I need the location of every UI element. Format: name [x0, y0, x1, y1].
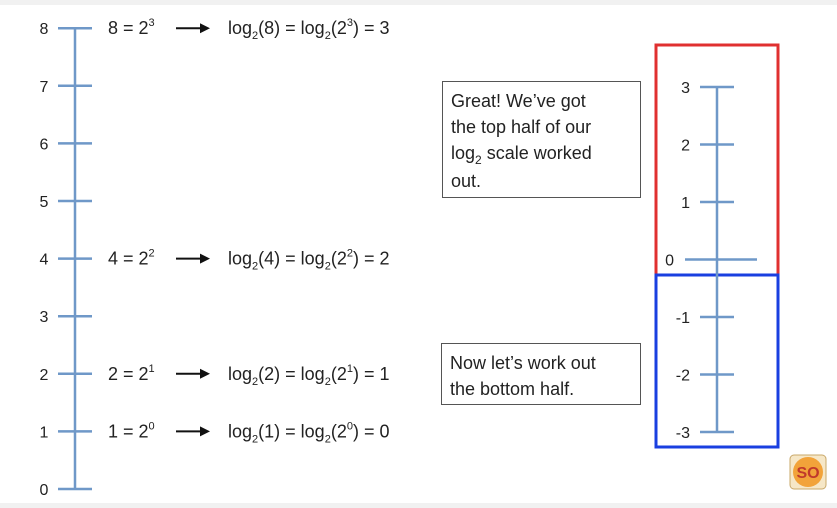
equation-row: 2 = 21 log2(2) = log2(21) = 1 [108, 363, 390, 388]
log-axis-tick-label: 0 [665, 253, 674, 270]
log-equation: log2(2) = log2(21) = 1 [228, 363, 390, 388]
linear-axis-tick-label: 1 [40, 424, 49, 441]
note-top-line4: out. [451, 171, 482, 191]
linear-axis-tick-label: 3 [40, 309, 49, 326]
log-axis-tick-label: -3 [676, 425, 690, 442]
linear-axis-tick-label: 6 [40, 136, 49, 153]
note-top-line3: log2 scale worked [451, 140, 632, 168]
power-equation: 8 = 23 [108, 17, 155, 38]
note-bottom-half: Now let’s work out the bottom half. [441, 343, 641, 405]
power-equation: 4 = 22 [108, 248, 155, 269]
top-border [0, 0, 837, 5]
arrow-head-icon [200, 368, 210, 379]
log-axis-tick-label: 1 [681, 195, 690, 212]
note-top-line1: Great! We’ve got [451, 91, 586, 111]
equation-row: 8 = 23 log2(8) = log2(23) = 3 [108, 17, 390, 42]
linear-axis: 0 1 2 3 4 5 6 7 8 [40, 21, 92, 499]
note-bottom-line2: the bottom half. [450, 379, 575, 399]
arrow-head-icon [200, 23, 210, 34]
log-axis-tick-label: -2 [676, 368, 690, 385]
note-top-half: Great! We’ve got the top half of our log… [442, 81, 641, 198]
log-axis-tick-label: 3 [681, 80, 690, 97]
log-axis: 3 2 1 0 -1 -2 -3 [665, 80, 757, 442]
log-axis-tick-label: -1 [676, 310, 690, 327]
note-top-log: log [451, 143, 476, 163]
logo-text: SO [796, 465, 819, 482]
equation-row: 4 = 22 log2(4) = log2(22) = 2 [108, 248, 390, 273]
power-equation: 2 = 21 [108, 363, 155, 384]
note-top-line3-rest: scale worked [481, 143, 592, 163]
brand-logo-icon: SO [789, 454, 827, 490]
equation-row: 1 = 20 log2(1) = log2(20) = 0 [108, 420, 390, 445]
arrow-head-icon [200, 426, 210, 437]
log-axis-tick-label: 2 [681, 138, 690, 155]
equation-rows: 8 = 23 log2(8) = log2(23) = 3 4 = 22 log2(4… [108, 17, 390, 445]
bottom-border [0, 503, 837, 508]
arrow-head-icon [200, 253, 210, 264]
linear-axis-tick-label: 8 [40, 21, 49, 38]
linear-axis-tick-label: 7 [40, 79, 49, 96]
linear-axis-tick-label: 2 [40, 367, 49, 384]
log-equation: log2(8) = log2(23) = 3 [228, 17, 390, 42]
note-top-line2: the top half of our [451, 117, 592, 137]
log-equation: log2(1) = log2(20) = 0 [228, 420, 390, 445]
linear-axis-tick-label: 5 [40, 194, 49, 211]
linear-axis-tick-label: 0 [40, 482, 49, 499]
linear-axis-tick-label: 4 [40, 252, 49, 269]
note-bottom-line1: Now let’s work out [450, 353, 596, 373]
power-equation: 1 = 20 [108, 420, 155, 441]
log-equation: log2(4) = log2(22) = 2 [228, 248, 390, 273]
note-top-log-base: 2 [475, 153, 482, 167]
